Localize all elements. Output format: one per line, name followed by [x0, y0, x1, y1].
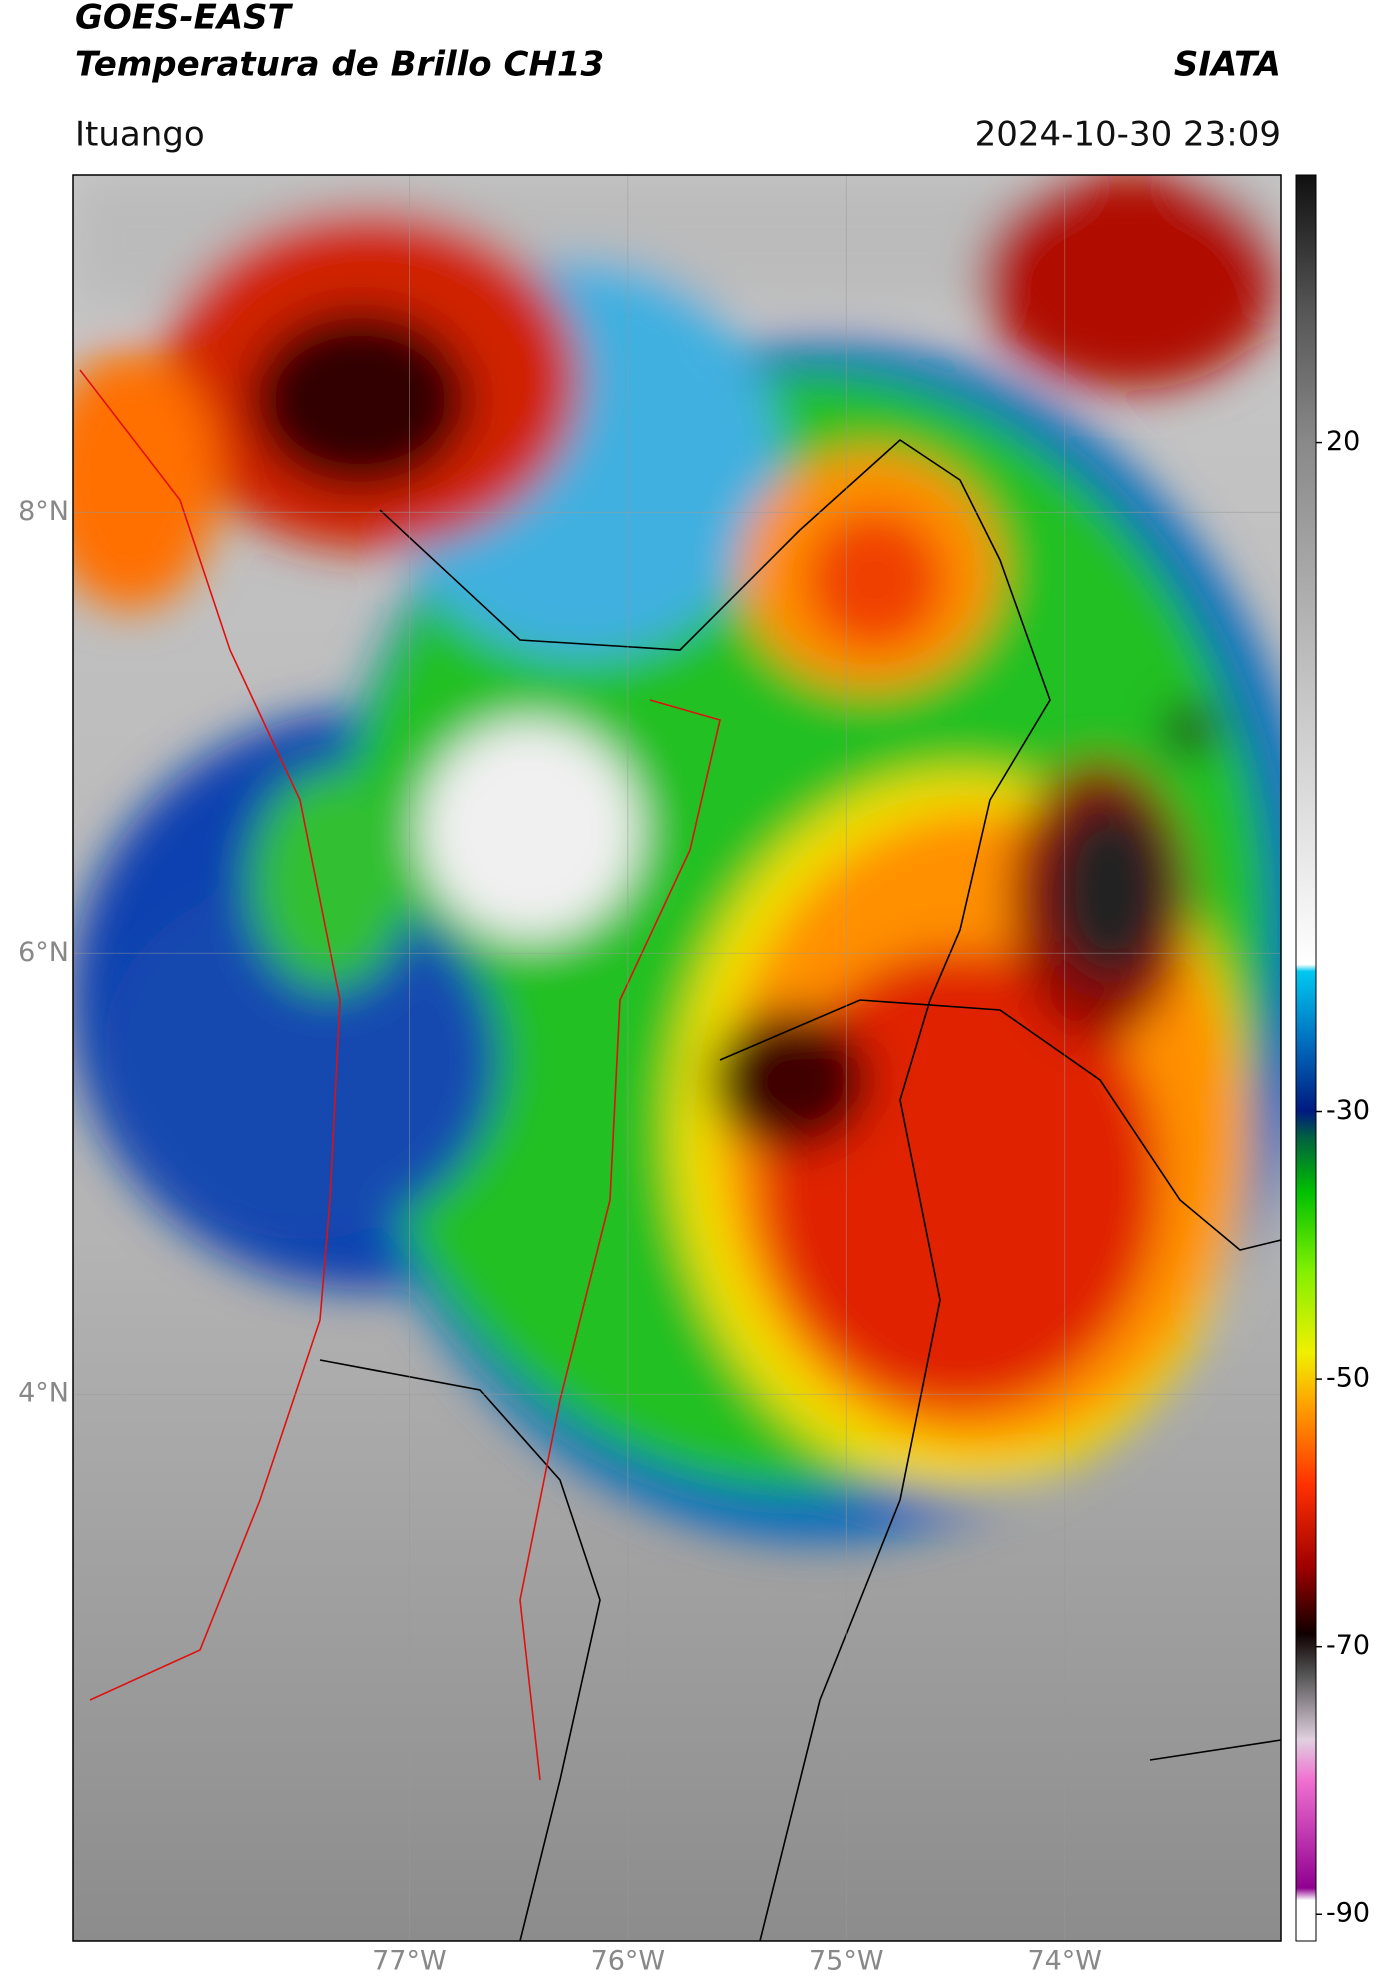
location: Ituango: [75, 115, 205, 155]
colorbar-tick-label: 20: [1326, 426, 1360, 457]
subtitle: Temperatura de Brillo CH13: [75, 45, 604, 85]
colorbar-tick-label: -70: [1326, 1630, 1370, 1661]
datetime: 2024-10-30 23:09: [975, 115, 1281, 155]
borders: [319, 438, 1281, 1941]
lon-label: 77°W: [372, 1946, 447, 1977]
title: GOES-EAST: [75, 0, 294, 38]
lon-label: 74°W: [1027, 1946, 1102, 1977]
colorbar: [1295, 174, 1317, 1942]
lon-label: 75°W: [809, 1946, 884, 1977]
map-frame: [72, 174, 1282, 1942]
lon-label: 76°W: [591, 1946, 666, 1977]
lat-label: 4°N: [18, 1378, 69, 1409]
colorbar-tick-label: -30: [1326, 1095, 1370, 1126]
satellite-image: [73, 175, 1281, 1941]
lat-label: 6°N: [18, 937, 69, 968]
graticule: [73, 175, 1281, 1941]
colorbar-tick-label: -90: [1326, 1898, 1370, 1929]
colorbar-tick-label: -50: [1326, 1363, 1370, 1394]
source: SIATA: [1174, 45, 1281, 85]
lat-label: 8°N: [18, 496, 69, 527]
department-borders: [79, 369, 721, 1781]
